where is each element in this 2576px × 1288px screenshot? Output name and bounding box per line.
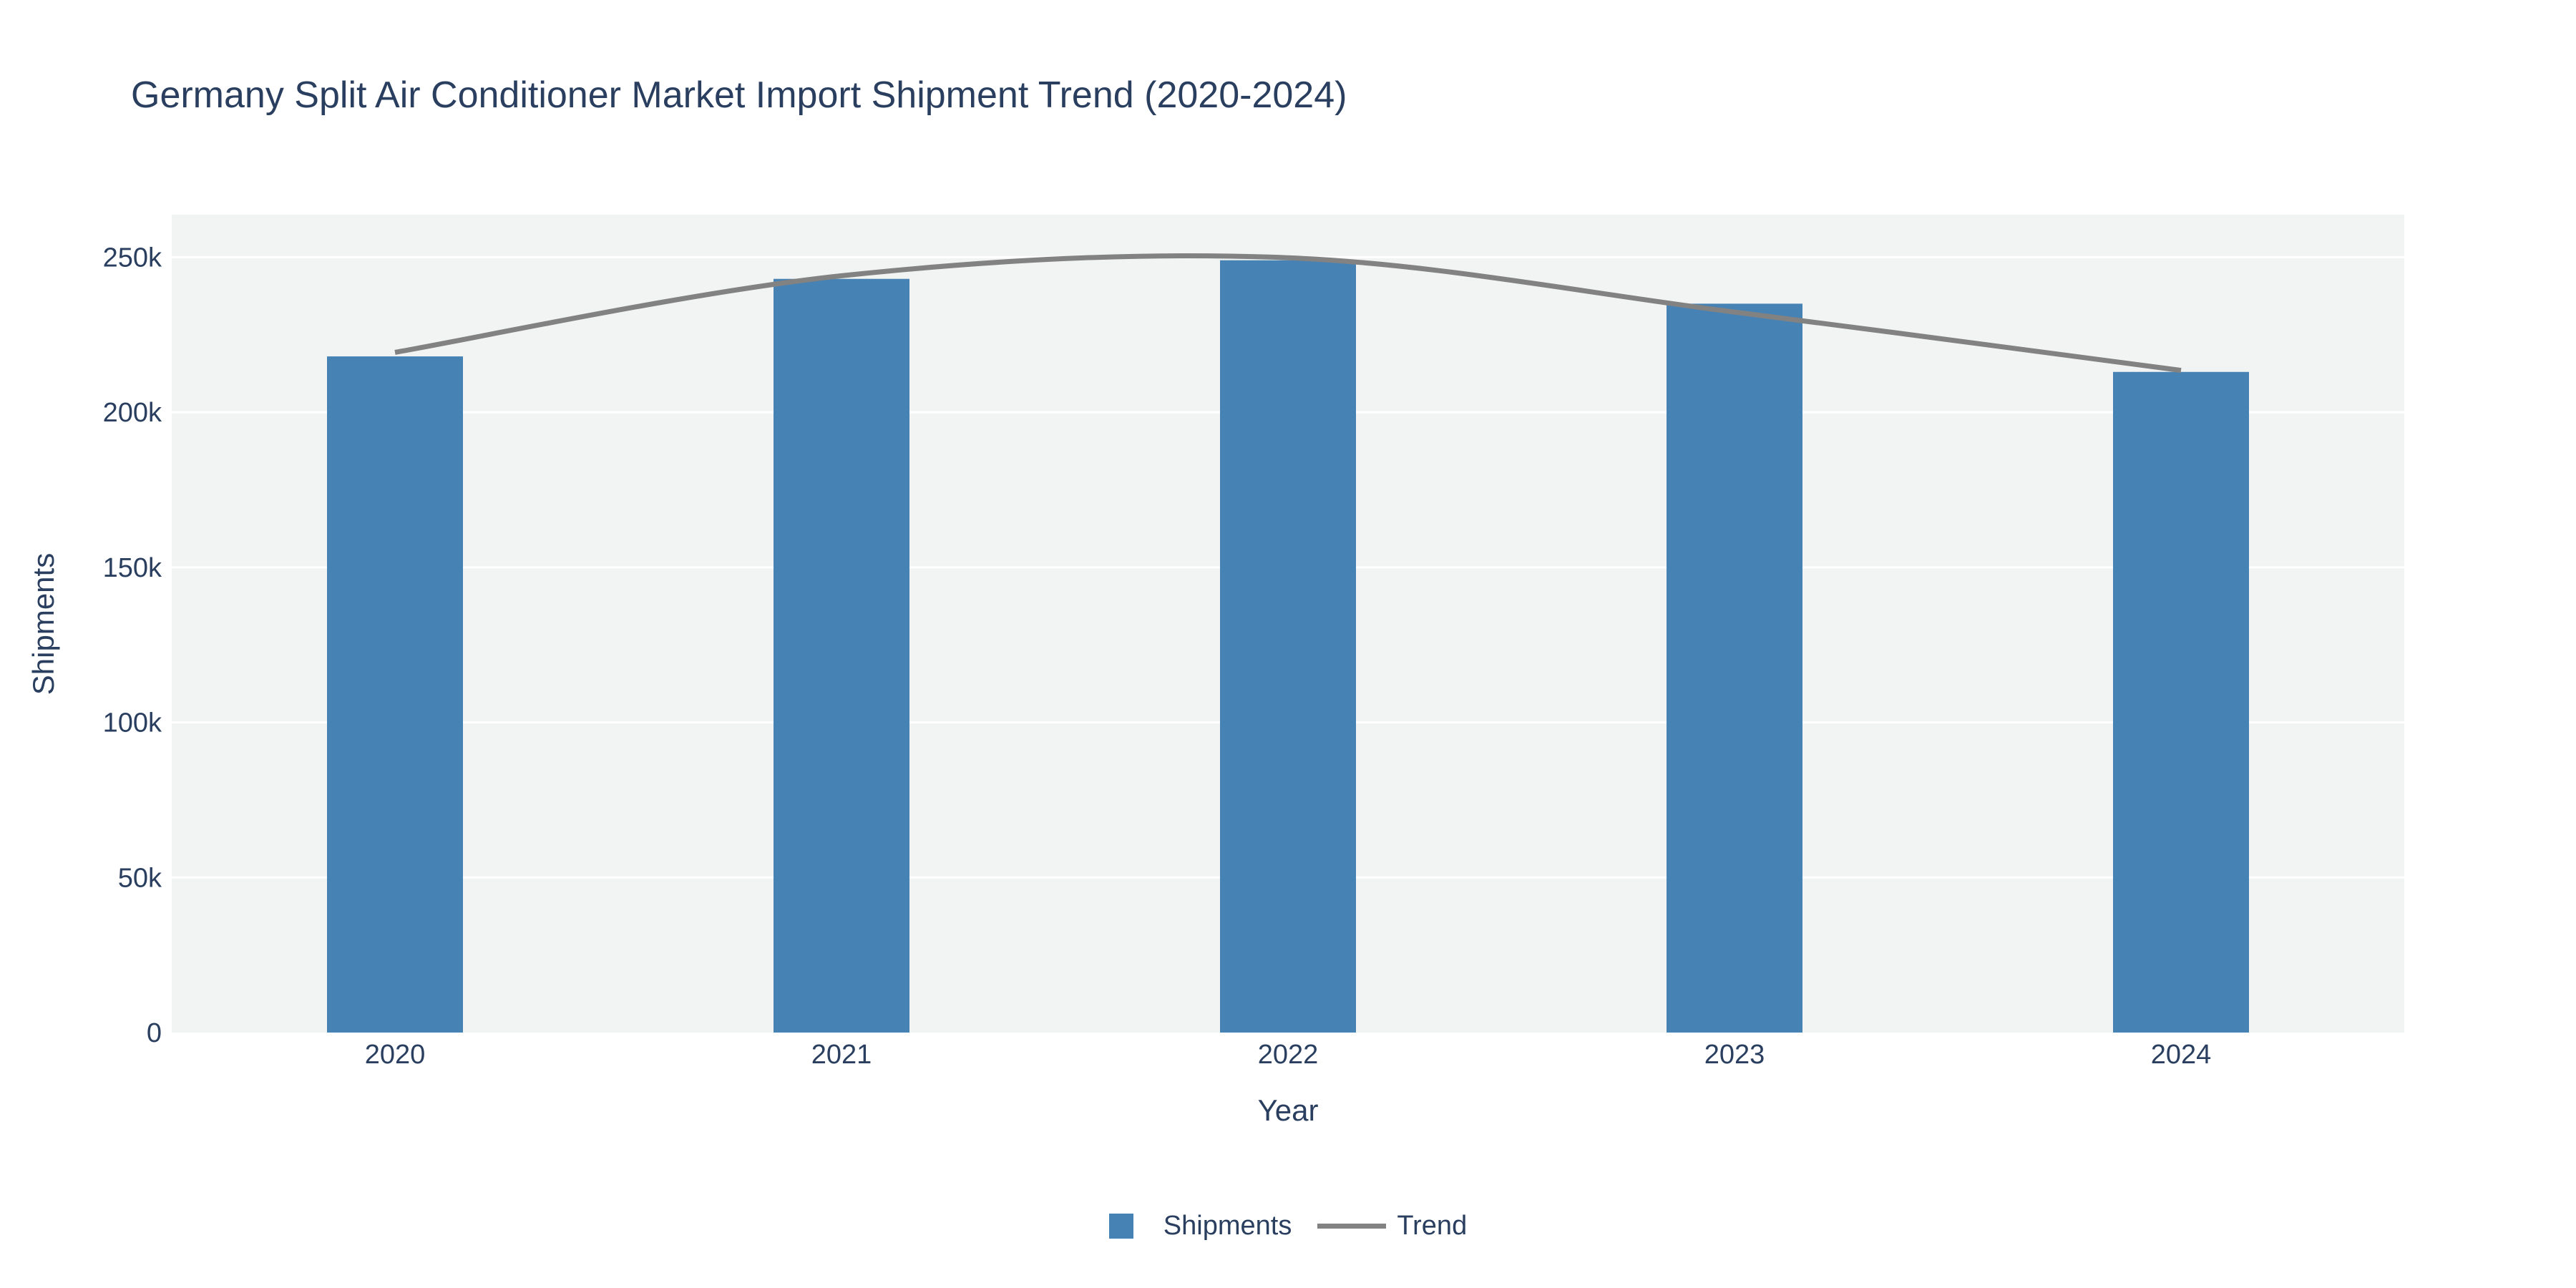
- x-axis-tick-labels: 2020 2021 2022 2023 2024: [365, 1040, 2212, 1070]
- bar-2024[interactable]: [2113, 371, 2249, 1033]
- y-tick-label-200k: 200k: [103, 398, 162, 428]
- y-tick-label-50k: 50k: [118, 863, 162, 893]
- legend-label-trend: Trend: [1397, 1211, 1468, 1241]
- legend-item-trend[interactable]: Trend: [1317, 1211, 1467, 1241]
- x-tick-label-2024: 2024: [2151, 1040, 2212, 1070]
- y-tick-label-150k: 150k: [103, 553, 162, 583]
- x-tick-label-2021: 2021: [811, 1040, 872, 1070]
- x-tick-label-2022: 2022: [1258, 1040, 1319, 1070]
- bar-2022[interactable]: [1220, 260, 1356, 1033]
- y-axis-tick-labels: 0 50k 100k 150k 200k 250k: [103, 243, 162, 1048]
- bar-2020[interactable]: [327, 356, 463, 1033]
- legend-swatch-shipments-icon: [1108, 1214, 1133, 1239]
- y-tick-label-100k: 100k: [103, 708, 162, 738]
- legend-item-shipments[interactable]: Shipments: [1108, 1211, 1292, 1241]
- legend: Shipments Trend: [0, 1211, 2576, 1241]
- y-tick-label-250k: 250k: [103, 243, 162, 273]
- y-tick-label-0: 0: [147, 1018, 162, 1048]
- y-axis-title: Shipments: [26, 553, 60, 695]
- bar-2021[interactable]: [774, 278, 909, 1033]
- x-tick-label-2020: 2020: [365, 1040, 426, 1070]
- trend-line[interactable]: [394, 253, 2182, 374]
- bars-series-shipments: [327, 260, 2249, 1033]
- legend-label-shipments: Shipments: [1163, 1211, 1292, 1241]
- legend-swatch-trend-icon: [1317, 1224, 1387, 1229]
- chart-title: Germany Split Air Conditioner Market Imp…: [131, 74, 1347, 116]
- x-axis-title: Year: [1258, 1093, 1319, 1127]
- x-tick-label-2023: 2023: [1704, 1040, 1765, 1070]
- bar-2023[interactable]: [1667, 303, 1802, 1033]
